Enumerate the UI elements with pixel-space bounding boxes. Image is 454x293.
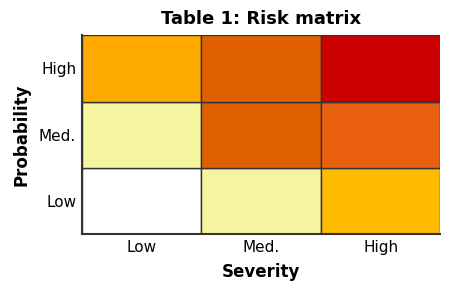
Bar	[321, 168, 440, 234]
Bar	[201, 168, 321, 234]
Bar	[82, 168, 201, 234]
Title: Table 1: Risk matrix: Table 1: Risk matrix	[161, 10, 361, 28]
Y-axis label: Probability: Probability	[13, 84, 30, 186]
Bar	[321, 102, 440, 168]
Bar	[201, 35, 321, 102]
X-axis label: Severity: Severity	[222, 263, 300, 281]
Bar	[82, 35, 201, 102]
Bar	[201, 102, 321, 168]
Bar	[82, 102, 201, 168]
Bar	[321, 35, 440, 102]
